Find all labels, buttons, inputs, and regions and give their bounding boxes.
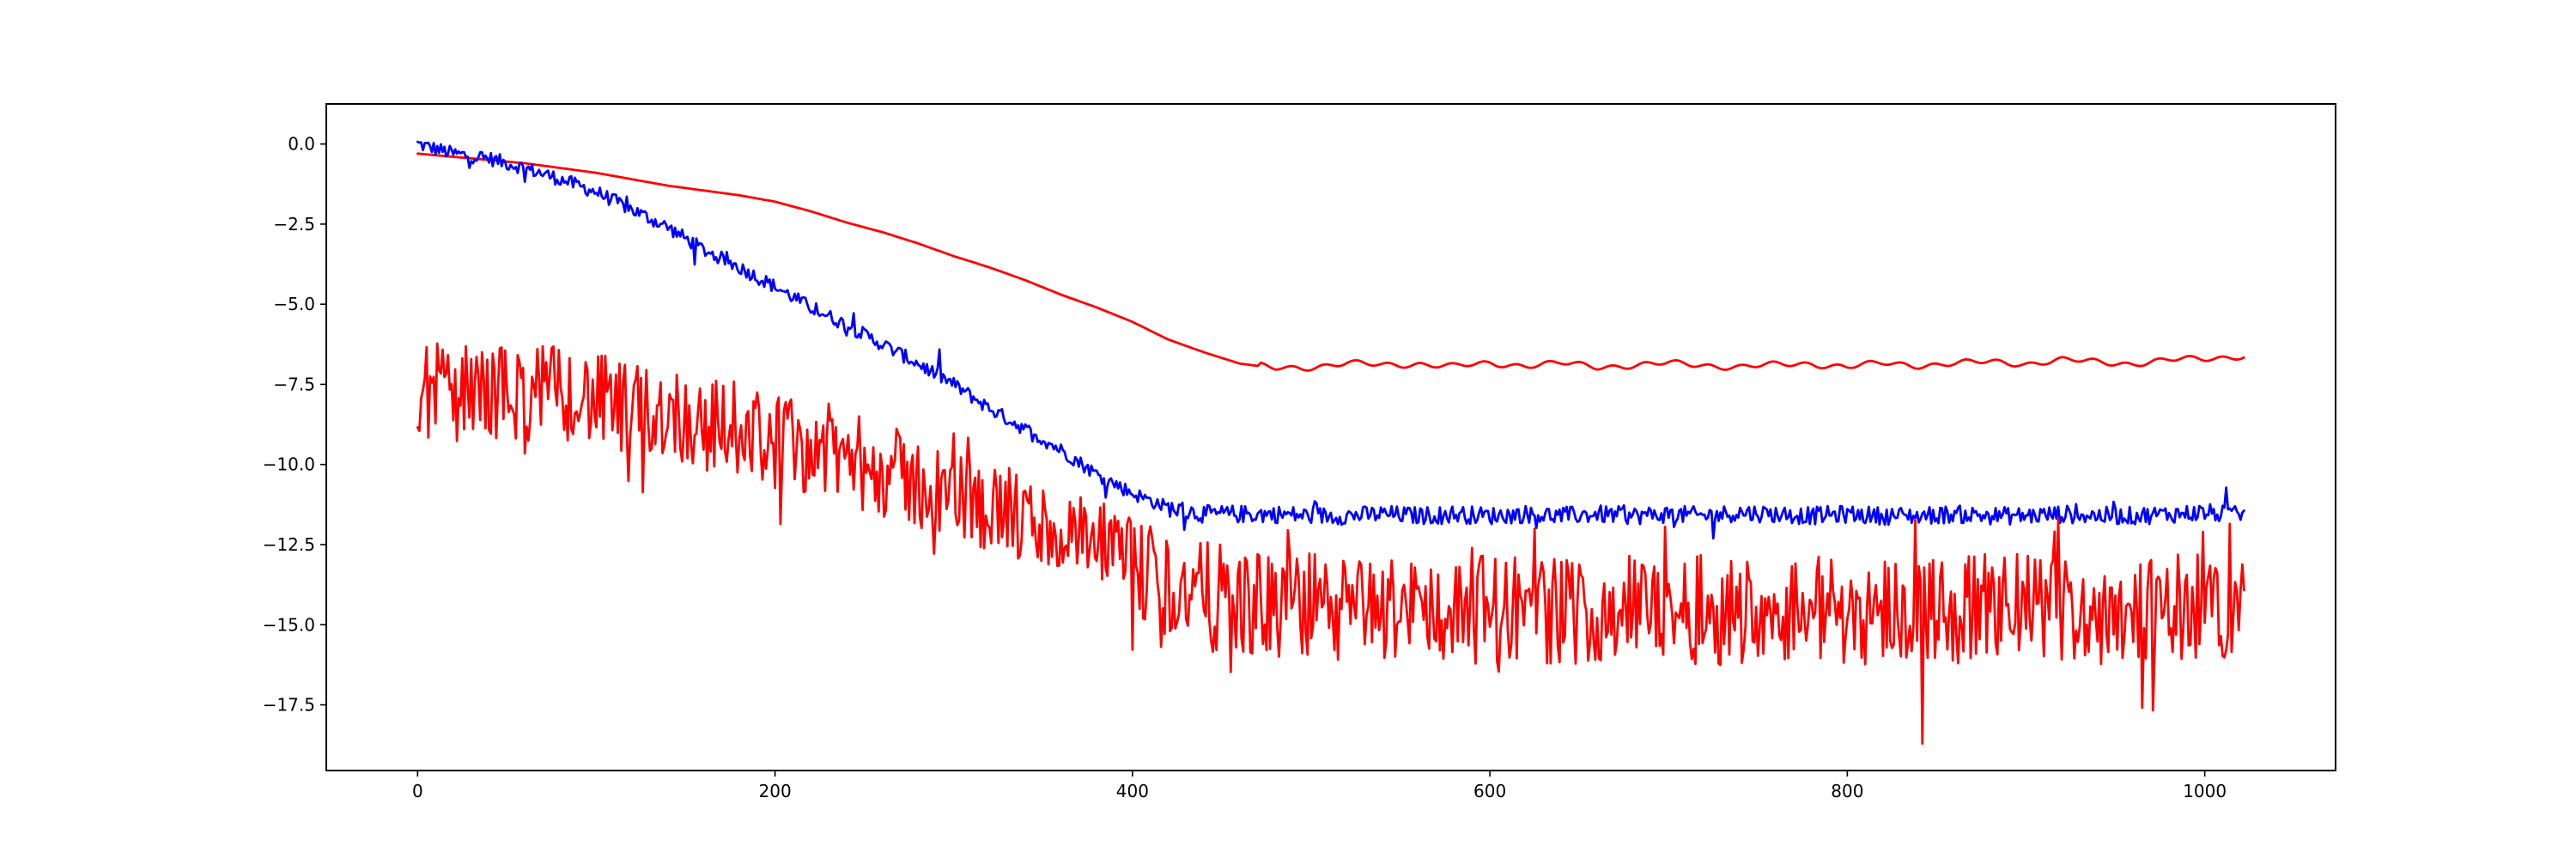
y-tick-label: −15.0	[263, 614, 315, 635]
x-tick-label: 600	[1473, 781, 1506, 801]
x-tick-label: 400	[1116, 781, 1149, 801]
y-tick-label: −17.5	[263, 695, 315, 716]
y-tick-label: −7.5	[273, 374, 315, 394]
tick-layer: 0 200 400 600 800 1000 0.0 −2.5 −5.0 −7.5 −10.0 −12…	[263, 134, 2227, 801]
x-tick-label: 0	[412, 781, 423, 801]
y-tick-label: −12.5	[263, 534, 315, 555]
y-tick-label: −2.5	[273, 214, 315, 235]
y-tick-label: 0.0	[288, 134, 315, 155]
series-line-1	[416, 152, 2245, 372]
plot-frame	[325, 103, 2336, 771]
series-line-3	[416, 342, 2245, 745]
x-tick-label: 200	[759, 781, 792, 801]
series-line-2	[416, 140, 2245, 539]
y-tick-label: −5.0	[273, 294, 315, 314]
x-tick-label: 1000	[2183, 781, 2227, 801]
series-layer	[416, 140, 2245, 745]
x-tick-label: 800	[1831, 781, 1863, 801]
y-tick-label: −10.0	[263, 454, 315, 475]
